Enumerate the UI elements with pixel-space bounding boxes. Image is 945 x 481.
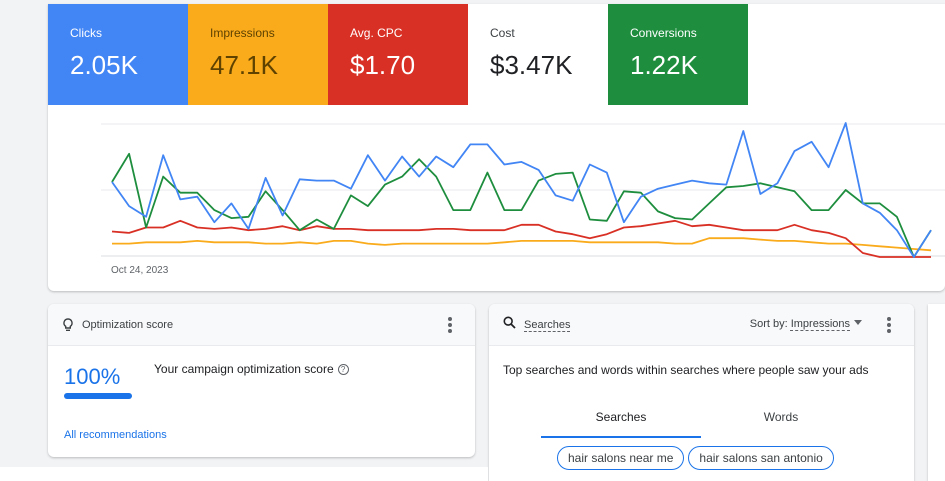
metric-tab-clicks[interactable]: Clicks 2.05K [48, 4, 188, 105]
tab-words[interactable]: Words [763, 410, 799, 424]
searches-card-title[interactable]: Searches [524, 318, 571, 331]
search-term-chips: hair salons near me hair salons san anto… [557, 446, 834, 470]
series-line-conversions [111, 152, 932, 258]
metric-tab-cost[interactable]: Cost $3.47K [468, 4, 608, 105]
optimization-score-card: Optimization score 100% Your campaign op… [48, 304, 475, 457]
metric-value: $3.47K [490, 50, 573, 80]
more-options-icon[interactable] [886, 317, 892, 333]
dropdown-caret-icon[interactable] [854, 320, 862, 325]
optimization-card-title: Optimization score [82, 318, 174, 331]
searches-card: Searches Sort by: Impressions Top search… [489, 304, 914, 481]
metric-value: 2.05K [70, 50, 138, 80]
optimization-score-bar [64, 393, 132, 399]
series-line-clicks [111, 122, 932, 258]
search-term-chip[interactable]: hair salons san antonio [688, 446, 834, 470]
metric-tab-avg-cpc[interactable]: Avg. CPC $1.70 [328, 4, 468, 105]
sort-dropdown[interactable]: Impressions [790, 318, 850, 330]
searches-description: Top searches and words within searches w… [503, 363, 869, 377]
metric-value: $1.70 [350, 50, 416, 80]
search-term-chip[interactable]: hair salons near me [557, 446, 685, 470]
metric-label: Cost [490, 26, 515, 40]
metric-label: Avg. CPC [350, 26, 403, 40]
optimization-card-header: Optimization score [48, 304, 475, 346]
series-line-avg-cpc [111, 219, 931, 258]
optimization-score-description: Your campaign optimization score? [154, 362, 349, 376]
searches-card-header: Searches Sort by: Impressions [489, 304, 914, 346]
searches-tabs: Searches Words [541, 408, 861, 438]
all-recommendations-link[interactable]: All recommendations [64, 429, 167, 441]
series-line-impressions [112, 237, 932, 252]
metric-label: Clicks [70, 26, 102, 40]
line-chart-svg [101, 122, 945, 258]
optimization-description-text: Your campaign optimization score [154, 362, 334, 376]
metric-value: 1.22K [630, 50, 698, 80]
search-icon [503, 315, 516, 334]
bottom-strip [0, 467, 488, 481]
lightbulb-icon [62, 317, 74, 332]
optimization-score-fill [64, 393, 132, 399]
series-layer [111, 122, 932, 258]
metric-label: Impressions [210, 26, 275, 40]
metric-tab-impressions[interactable]: Impressions 47.1K [188, 4, 328, 105]
line-chart: Oct 24, 2023 [48, 105, 945, 291]
performance-chart-card: Clicks 2.05K Impressions 47.1K Avg. CPC … [48, 4, 945, 291]
sort-label: Sort by: [749, 318, 788, 330]
help-icon[interactable]: ? [337, 364, 349, 375]
tab-searches[interactable]: Searches [541, 408, 701, 438]
metric-tab-conversions[interactable]: Conversions 1.22K [608, 4, 748, 105]
more-options-icon[interactable] [447, 317, 453, 333]
x-axis-date-label: Oct 24, 2023 [111, 265, 169, 276]
metric-tabs: Clicks 2.05K Impressions 47.1K Avg. CPC … [48, 4, 748, 105]
metric-label: Conversions [630, 26, 697, 40]
partial-card-right [928, 304, 945, 481]
sort-control: Sort by: Impressions [750, 318, 862, 330]
metric-value: 47.1K [210, 50, 278, 80]
optimization-score-value: 100% [64, 364, 121, 389]
